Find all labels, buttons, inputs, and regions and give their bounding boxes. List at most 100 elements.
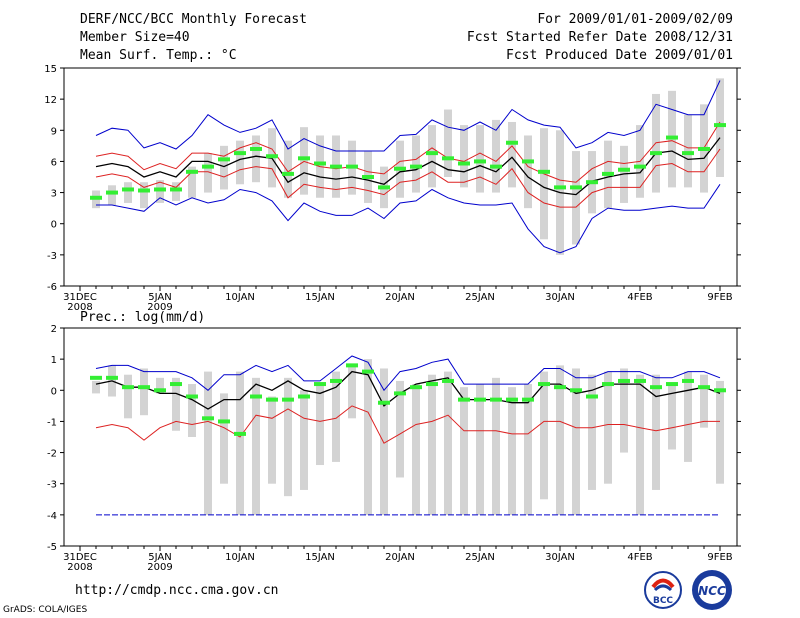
temp-line-mean-plus-sd bbox=[95, 121, 721, 183]
temp-median-marker bbox=[218, 157, 230, 162]
ncc-logo: NCC bbox=[692, 570, 732, 610]
prec-spread-bar bbox=[364, 359, 372, 515]
prec-median-marker bbox=[554, 385, 566, 390]
temp-ytick-label: 0 bbox=[51, 220, 57, 231]
prec-spread-bar bbox=[204, 371, 212, 515]
temp-xtick-label: 31DEC bbox=[63, 292, 97, 303]
prec-spread-bar bbox=[604, 371, 612, 484]
temp-median-marker bbox=[362, 175, 374, 179]
temp-spread-bar bbox=[220, 145, 228, 190]
prec-median-marker bbox=[714, 388, 726, 393]
prec-median-marker bbox=[522, 397, 534, 402]
prec-spread-bar bbox=[156, 377, 164, 394]
prec-median-marker bbox=[410, 385, 422, 390]
temp-spread-bar bbox=[524, 135, 532, 209]
temp-spread-bar bbox=[172, 182, 180, 201]
prec-ytick-label: -4 bbox=[47, 511, 57, 522]
prec-median-marker bbox=[506, 397, 518, 402]
temp-ytick-label: -3 bbox=[47, 251, 57, 262]
prec-spread-bar bbox=[300, 390, 308, 490]
prec-median-marker bbox=[666, 382, 678, 387]
temp-spread-bar bbox=[460, 125, 468, 188]
prec-spread-bar bbox=[284, 377, 292, 497]
temp-median-marker bbox=[602, 171, 614, 176]
temp-median-marker bbox=[538, 169, 550, 174]
temp-spread-bar bbox=[140, 182, 148, 209]
temp-median-marker bbox=[410, 164, 422, 169]
prec-spread-bar bbox=[380, 368, 388, 515]
prec-spread-bar bbox=[444, 371, 452, 515]
prec-median-marker bbox=[602, 382, 614, 387]
prec-spread-bar bbox=[252, 377, 260, 515]
temp-xtick-label: 9FEB bbox=[707, 292, 732, 303]
temp-median-marker bbox=[298, 156, 310, 161]
prec-median-marker bbox=[474, 397, 486, 402]
prec-median-marker bbox=[266, 397, 278, 402]
temp-spread-bar bbox=[252, 135, 260, 183]
prec-spread-bar bbox=[588, 374, 596, 490]
prec-spread-bar bbox=[268, 396, 276, 484]
prec-spread-bar bbox=[476, 384, 484, 515]
prec-median-marker bbox=[698, 385, 710, 390]
prec-median-marker bbox=[682, 378, 694, 383]
temp-ytick-label: 3 bbox=[51, 189, 57, 200]
prec-xtick-label: 30JAN bbox=[545, 552, 575, 563]
prec-spread-bar bbox=[220, 393, 228, 484]
prec-median-marker bbox=[394, 391, 406, 396]
svg-text:BCC: BCC bbox=[653, 596, 673, 606]
temp-spread-bar bbox=[684, 114, 692, 188]
prec-median-marker bbox=[634, 378, 646, 383]
prec-ytick-label: 2 bbox=[51, 324, 57, 335]
prec-line-max bbox=[95, 355, 721, 392]
bcc-logo: BCC bbox=[644, 571, 682, 609]
prec-ytick-label: -1 bbox=[47, 417, 57, 428]
member-size: Member Size=40 bbox=[80, 30, 190, 45]
temp-spread-bar bbox=[476, 125, 484, 193]
temp-median-marker bbox=[570, 185, 582, 190]
prec-median-marker bbox=[458, 397, 470, 402]
prec-spread-bar bbox=[620, 368, 628, 453]
temp-xtick-label: 4FEB bbox=[627, 292, 652, 303]
prec-spread-bar bbox=[172, 377, 180, 431]
prec-spread-bar bbox=[236, 371, 244, 515]
temp-ytick-label: -6 bbox=[47, 282, 57, 293]
prec-median-marker bbox=[426, 382, 438, 387]
prec-xtick-year: 2009 bbox=[147, 562, 172, 573]
prec-median-marker bbox=[154, 388, 166, 393]
temp-median-marker bbox=[250, 146, 262, 151]
prec-median-marker bbox=[106, 375, 118, 380]
prec-median-marker bbox=[218, 419, 230, 424]
prec-ytick-label: -3 bbox=[47, 480, 57, 491]
prec-median-marker bbox=[282, 397, 294, 402]
temp-median-marker bbox=[714, 123, 726, 128]
prec-median-marker bbox=[138, 385, 150, 390]
chart-title: DERF/NCC/BCC Monthly Forecast bbox=[80, 12, 307, 27]
prec-median-marker bbox=[538, 382, 550, 387]
temp-spread-bar bbox=[572, 151, 580, 245]
prec-spread-bar bbox=[508, 387, 516, 515]
prec-spread-bar bbox=[636, 374, 644, 515]
temp-ytick-label: 12 bbox=[44, 95, 57, 106]
prec-median-marker bbox=[90, 375, 102, 380]
prec-spread-bar bbox=[92, 380, 100, 394]
prec-median-marker bbox=[362, 369, 374, 374]
source-url[interactable]: http://cmdp.ncc.cma.gov.cn bbox=[75, 583, 279, 598]
temp-spread-bar bbox=[540, 128, 548, 240]
prec-spread-bar bbox=[332, 371, 340, 462]
temp-xtick-label: 5JAN bbox=[148, 292, 171, 303]
temp-median-marker bbox=[330, 164, 342, 169]
prec-line-min bbox=[95, 405, 720, 444]
prec-median-marker bbox=[650, 385, 662, 390]
temp-xtick-label: 20JAN bbox=[385, 292, 415, 303]
temp-line-max bbox=[95, 80, 721, 152]
prec-spread-bar bbox=[684, 371, 692, 462]
temp-median-marker bbox=[138, 188, 150, 193]
prec-xtick-label: 10JAN bbox=[225, 552, 255, 563]
temp-median-marker bbox=[170, 187, 182, 192]
variable-label-temp: Mean Surf. Temp.: °C bbox=[80, 48, 237, 63]
prec-median-marker bbox=[202, 416, 214, 421]
svg-text:NCC: NCC bbox=[698, 584, 726, 598]
temp-median-marker bbox=[378, 185, 390, 190]
temp-spread-bar bbox=[492, 119, 500, 193]
